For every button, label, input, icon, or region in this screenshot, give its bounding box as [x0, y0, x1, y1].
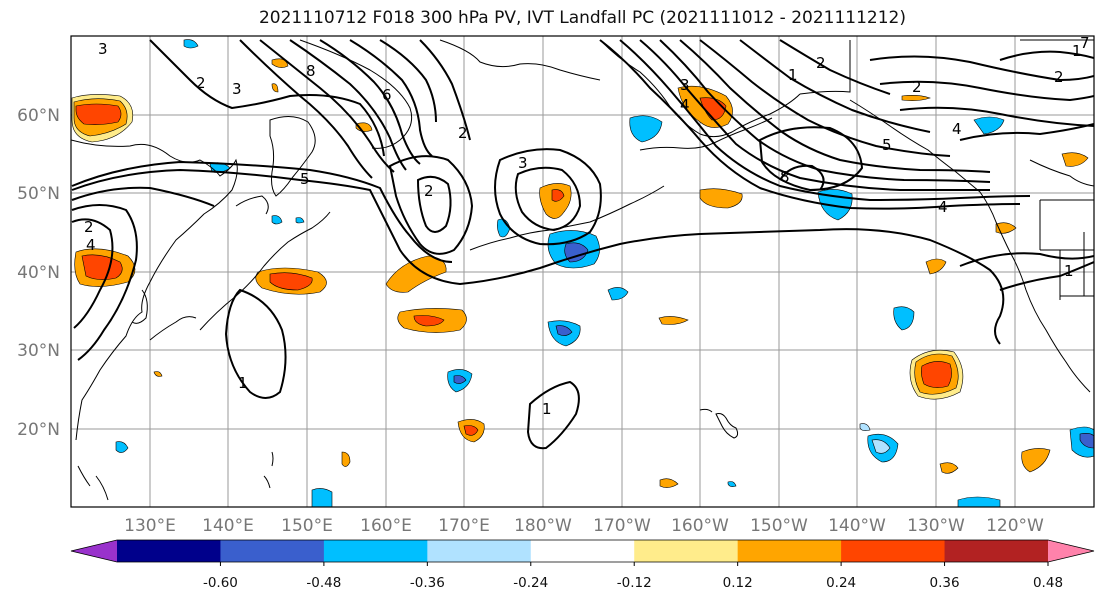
colorbar-bin	[737, 540, 842, 562]
contour-label: 5	[300, 170, 310, 188]
lon-label: 150°W	[750, 516, 808, 536]
lon-label: 130°W	[907, 516, 965, 536]
colorbar	[70, 539, 1095, 563]
contour-label: 4	[938, 198, 948, 216]
colorbar-extend-low	[71, 540, 117, 562]
colorbar-tick-label: -0.60	[203, 575, 238, 591]
contour-label: 2	[196, 74, 206, 92]
contour-label: 3	[98, 40, 108, 58]
contour-label: 4	[86, 236, 96, 254]
lat-label: 20°N	[17, 420, 60, 440]
contour-label: 3	[680, 76, 690, 94]
colorbar-bin	[634, 540, 739, 562]
colorbar-extend-high	[1048, 540, 1094, 562]
lat-label: 50°N	[17, 184, 60, 204]
lat-label: 60°N	[17, 106, 60, 126]
gridlines	[71, 36, 1094, 507]
contour-label: 8	[780, 168, 790, 186]
contour-label: 4	[952, 120, 962, 138]
lon-label: 160°W	[671, 516, 729, 536]
lon-label: 180°W	[514, 516, 572, 536]
colorbar-tick-label: 0.24	[826, 575, 856, 591]
lon-label: 130°E	[124, 516, 176, 536]
contour-label: 2	[1054, 68, 1064, 86]
contour-label: 2	[458, 124, 468, 142]
lon-label: 150°E	[281, 516, 333, 536]
colorbar-tick-label: -0.24	[513, 575, 548, 591]
colorbar-outline	[70, 539, 1095, 563]
contour-label: 1	[788, 66, 798, 84]
contour-label: 2	[912, 78, 922, 96]
latitude-labels: 60°N 50°N 40°N 30°N 20°N	[17, 106, 60, 440]
coastlines	[71, 39, 1094, 501]
lat-label: 40°N	[17, 263, 60, 283]
lon-label: 120°W	[986, 516, 1044, 536]
contour-labels: 3 2 3 8 6 5 2 3 2 3 4 8 5 4 2 1 2 4 1 1 …	[84, 34, 1090, 418]
colorbar-bin	[530, 540, 635, 562]
lon-label: 140°E	[202, 516, 254, 536]
lon-label: 170°E	[438, 516, 490, 536]
colorbar-bin	[117, 540, 221, 562]
pv-contours	[71, 39, 1094, 450]
colorbar-tick-label: -0.36	[410, 575, 445, 591]
contour-label: 3	[232, 80, 242, 98]
figure-title: 2021110712 F018 300 hPa PV, IVT Landfall…	[258, 8, 906, 28]
colorbar-tick-label: 0.12	[723, 575, 753, 591]
colorbar-tick-label: 0.48	[1033, 575, 1063, 591]
colorbar-ticks: -0.60 -0.48 -0.36 -0.24 -0.12 0.12 0.24 0.36 0.4…	[203, 562, 1063, 591]
contour-label: 1	[1064, 262, 1074, 280]
contour-label: 2	[816, 54, 826, 72]
colorbar-bin	[323, 540, 428, 562]
contour-label: 1	[542, 400, 552, 418]
colorbar-tick-label: -0.48	[306, 575, 341, 591]
colorbar-bin	[427, 540, 532, 562]
lon-label: 140°W	[828, 516, 886, 536]
lon-label: 170°W	[593, 516, 651, 536]
contour-label: 4	[680, 96, 690, 114]
lat-label: 30°N	[17, 341, 60, 361]
colorbar-bin	[944, 540, 1049, 562]
contour-label: 8	[306, 62, 316, 80]
contour-label: 2	[424, 182, 434, 200]
colorbar-tick-label: 0.36	[930, 575, 960, 591]
contour-label: 1	[238, 374, 248, 392]
longitude-labels: 130°E 140°E 150°E 160°E 170°E 180°W 170°…	[124, 516, 1044, 536]
lon-label: 160°E	[360, 516, 412, 536]
colorbar-bin	[841, 540, 946, 562]
contour-label: 3	[518, 154, 528, 172]
colorbar-tick-label: -0.12	[617, 575, 652, 591]
contour-label: 7	[1080, 34, 1090, 52]
colorbar-bin	[220, 540, 325, 562]
contour-label: 5	[882, 136, 892, 154]
contour-label: 1	[1072, 42, 1082, 60]
map-frame	[70, 35, 1095, 508]
contour-label: 2	[84, 218, 94, 236]
contour-label: 6	[382, 86, 392, 104]
